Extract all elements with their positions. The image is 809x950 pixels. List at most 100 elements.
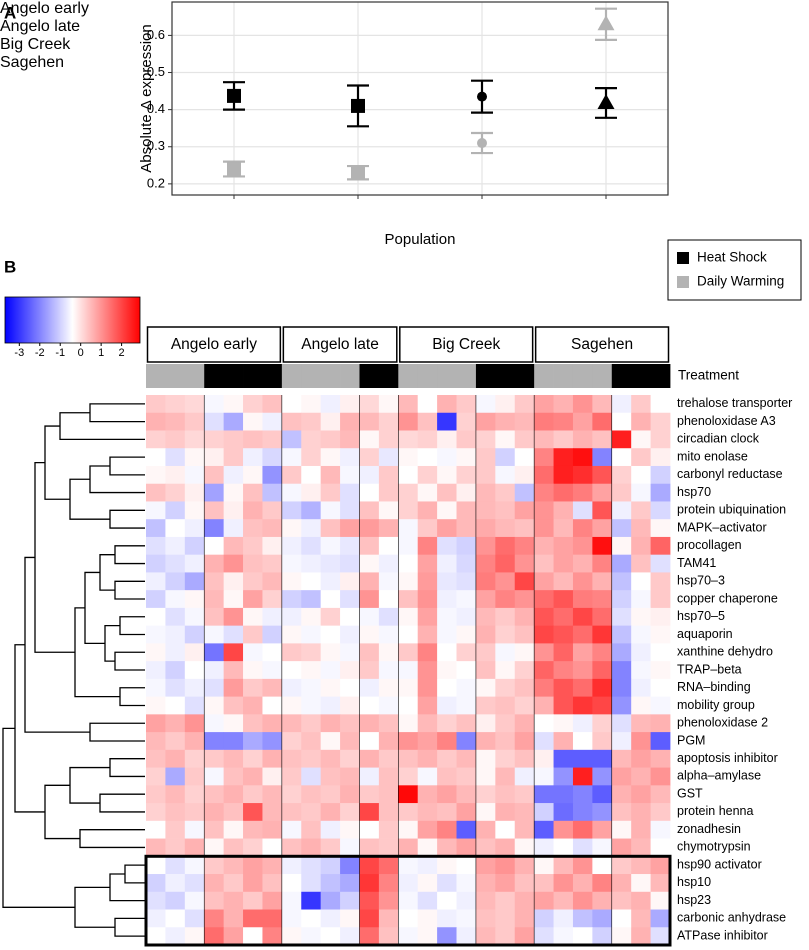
heat-cell	[262, 465, 283, 485]
heat-cell	[553, 465, 574, 485]
heat-cell	[146, 909, 166, 928]
treatment-cell	[204, 364, 225, 388]
row-label: procollagen	[677, 538, 742, 552]
heat-cell	[514, 678, 535, 698]
heat-cell	[204, 607, 225, 627]
heat-cell	[243, 678, 263, 698]
heat-cell	[417, 767, 438, 786]
point	[477, 138, 487, 149]
heat-cell	[572, 803, 593, 822]
heat-cell	[650, 732, 671, 751]
heat-cell	[281, 554, 302, 573]
heat-cell	[475, 732, 496, 751]
heat-cell	[592, 412, 613, 431]
heat-cell	[553, 536, 574, 556]
heat-cell	[398, 430, 419, 449]
heat-cell	[320, 856, 341, 875]
heat-cell	[475, 874, 496, 893]
heat-cell	[514, 430, 535, 449]
y-tick-label: 0.4	[147, 101, 165, 116]
heat-cell	[514, 785, 535, 804]
heat-cell	[340, 678, 360, 698]
heat-cell	[456, 838, 477, 857]
heat-cell	[398, 909, 419, 928]
heat-cell	[495, 465, 516, 485]
heat-cell	[146, 501, 166, 520]
heat-cell	[417, 732, 438, 751]
treatment-cell	[456, 364, 477, 388]
heat-cell	[475, 412, 496, 431]
heat-cell	[204, 590, 225, 609]
heat-cell	[631, 838, 651, 857]
heat-cell	[650, 625, 671, 644]
heat-cell	[340, 661, 360, 680]
heat-cell	[146, 767, 166, 786]
heat-cell	[592, 448, 613, 467]
heat-cell	[650, 395, 671, 414]
heat-cell	[320, 607, 341, 627]
heat-cell	[146, 661, 166, 680]
heat-cell	[262, 661, 283, 680]
row-label: hsp70–3	[677, 574, 725, 588]
heat-cell	[301, 714, 322, 733]
heat-cell	[611, 909, 632, 928]
heat-cell	[262, 749, 283, 768]
heat-cell	[398, 714, 419, 733]
heat-cell	[572, 625, 593, 644]
row-label: carbonic anhydrase	[677, 911, 786, 925]
legend-label: Daily Warming	[697, 274, 784, 289]
heat-cell	[320, 803, 341, 822]
heat-cell	[378, 554, 399, 573]
heat-cell	[359, 412, 380, 431]
heat-cell	[223, 590, 244, 609]
heat-cell	[301, 590, 322, 609]
heat-cell	[553, 909, 574, 928]
heat-cell	[475, 483, 496, 502]
heat-cell	[437, 572, 457, 591]
heat-cell	[223, 465, 244, 485]
heat-cell	[592, 749, 613, 768]
heat-cell	[417, 820, 438, 839]
heat-cell	[165, 395, 186, 414]
heat-cell	[243, 874, 263, 893]
heat-cell	[223, 536, 244, 556]
heat-cell	[359, 643, 380, 662]
heat-cell	[631, 820, 651, 839]
heat-cell	[398, 856, 419, 875]
heat-cell	[281, 678, 302, 698]
group-label: Angelo early	[171, 336, 257, 353]
heat-cell	[184, 430, 205, 449]
heat-cell	[475, 696, 496, 715]
heat-cell	[359, 803, 380, 822]
heat-cell	[534, 590, 554, 609]
heat-cell	[650, 607, 671, 627]
heat-cell	[262, 536, 283, 556]
heat-cell	[223, 785, 244, 804]
row-label: protein henna	[677, 804, 754, 818]
heat-cell	[631, 678, 651, 698]
heat-cell	[475, 785, 496, 804]
heat-cell	[223, 572, 244, 591]
heat-cell	[475, 678, 496, 698]
heat-cell	[650, 483, 671, 502]
heat-cell	[243, 519, 263, 538]
heat-cell	[184, 732, 205, 751]
heat-cell	[592, 483, 613, 502]
treatment-cell	[398, 364, 419, 388]
heat-cell	[553, 572, 574, 591]
heat-cell	[320, 643, 341, 662]
heat-cell	[223, 661, 244, 680]
heat-cell	[611, 927, 632, 946]
heat-cell	[417, 395, 438, 414]
heat-cell	[184, 838, 205, 857]
heat-cell	[243, 536, 263, 556]
heat-cell	[611, 643, 632, 662]
heat-cell	[184, 874, 205, 893]
heat-cell	[243, 448, 263, 467]
heat-cell	[262, 501, 283, 520]
heat-cell	[398, 554, 419, 573]
heat-cell	[611, 536, 632, 556]
heat-cell	[456, 661, 477, 680]
